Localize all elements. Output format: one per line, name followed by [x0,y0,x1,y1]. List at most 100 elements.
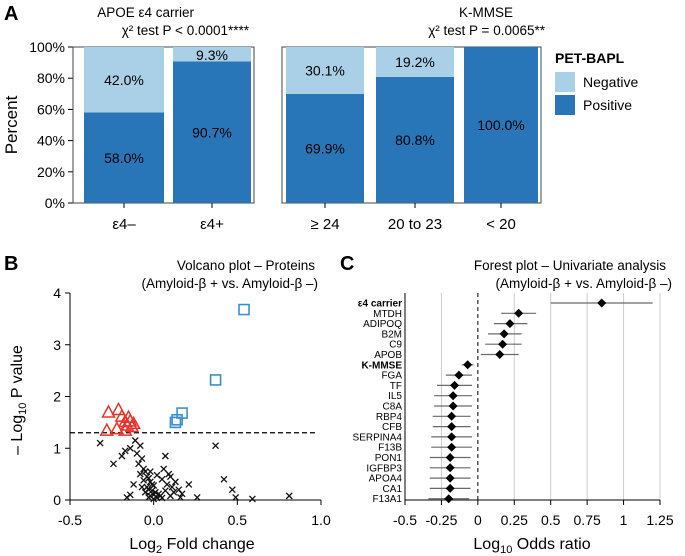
point-nonsignificant [110,460,117,468]
x-tick-label: 0.75 [574,512,601,528]
point-nonsignificant [171,478,179,486]
x-tick-label: 0.0 [144,512,164,528]
forest-row-label: MTDH [373,309,402,320]
forest-row-label: IL5 [388,391,402,402]
y-tick-label: 0% [45,195,65,211]
point-nonsignificant [141,488,149,496]
point-estimate [463,360,473,370]
point-nonsignificant [126,444,134,452]
point-nonsignificant [168,483,176,491]
x-tick-label: < 20 [486,216,516,233]
x-tick-label: 20 to 23 [388,216,442,233]
forest-row-label: C9 [389,340,402,351]
forest-row-label: CA1 [383,484,403,495]
y-tick-label: 0 [53,492,61,508]
point-upregulated [209,374,222,386]
panel-c-letter: C [340,253,354,275]
point-downregulated [111,401,126,416]
point-estimate [445,473,455,483]
point-nonsignificant [145,474,153,482]
data-label-negative: 9.3% [196,47,228,63]
forest-row-label: PON1 [375,453,403,464]
y-tick-label: 1 [53,440,61,456]
panel-a-charts: 0% 20% 40% 60% 80% 100% 58.0% 42.0% ε4– 90.7% 9.3%… [29,39,542,233]
bar-negative [376,47,454,77]
point-estimate [445,463,455,473]
bar-positive [173,61,251,204]
point-downregulated [122,413,138,427]
point-nonsignificant [178,490,186,498]
panel-c-xlabel: Log10 Odds ratio [473,536,590,556]
x-tick-label: -0.5 [393,512,417,528]
bar-negative [286,47,364,94]
point-downregulated [109,421,125,435]
point-nonsignificant [185,481,193,488]
forest-row-label: ε4 carrier [358,299,402,310]
bar-positive [376,76,454,203]
point-nonsignificant [166,473,174,481]
data-label-positive: 100.0% [477,117,524,133]
point-nonsignificant [161,487,169,495]
point-nonsignificant [193,493,201,501]
forest-row-label: APOB [374,350,402,361]
point-nonsignificant [140,476,148,484]
point-nonsignificant [130,481,138,488]
point-estimate [447,422,457,432]
x-tick-label: 0.5 [228,512,248,528]
bar-negative [173,47,251,62]
point-nonsignificant [118,452,126,460]
chart1-title-line1: APOE ε4 carrier [97,5,194,20]
x-tick-label: -0.25 [425,512,457,528]
forest-row-label: F13A1 [373,494,403,505]
forest-row-label: FGA [381,371,402,382]
point-nonsignificant [161,452,169,460]
x-tick-label: 0.5 [541,512,561,528]
point-nonsignificant [220,475,228,483]
point-nonsignificant [228,486,236,494]
point-estimate [447,442,457,452]
chart2-title-line1: K-MMSE [459,5,513,20]
point-estimate [498,339,508,349]
point-downregulated [114,408,130,422]
panel-b-xlabel: Log2 Fold change [129,536,254,556]
point-estimate [445,483,455,493]
panel-b-title-line1: Volcano plot – Proteins [177,258,315,273]
point-estimate [454,370,464,380]
x-tick-label: ε4– [112,216,136,233]
point-downregulated [99,422,115,436]
point-nonsignificant [133,449,141,457]
panel-c-title-line2: (Amyloid-β + vs. Amyloid-β –) [496,276,672,291]
forest-row-label: APOA4 [369,474,403,485]
point-downregulated [101,404,116,418]
data-label-positive: 80.8% [395,132,435,148]
panel-b-title-line2: (Amyloid-β + vs. Amyloid-β –) [142,276,318,291]
panel-b-letter: B [4,253,18,275]
y-tick-label: 2 [53,389,61,405]
panel-c-forest: -0.5 -0.25 0 0.25 0.5 0.75 1 1.25 ε4 carrierMTDH… [353,293,674,528]
x-tick-label: ≥ 24 [310,216,339,233]
legend-label-negative: Negative [583,74,638,90]
data-label-positive: 58.0% [104,150,144,166]
x-tick-label: 0.25 [501,512,528,528]
point-nonsignificant [136,442,144,450]
chart1-title-line2: χ² test P < 0.0001**** [122,23,250,38]
bar-positive [464,47,538,203]
panel-a-letter: A [4,3,18,25]
bar-positive [286,93,364,203]
point-nonsignificant [96,439,104,447]
point-estimate [448,391,458,401]
point-upregulated [171,413,183,426]
point-estimate [450,380,460,390]
x-tick-label: 1 [620,512,628,528]
legend-swatch-positive [555,95,575,115]
point-estimate [514,308,524,318]
point-downregulated [117,422,133,436]
point-downregulated [126,415,141,430]
point-upregulated [169,416,182,429]
point-nonsignificant [138,483,146,491]
point-nonsignificant [131,437,139,444]
y-tick-label: 100% [29,39,65,55]
data-label-negative: 42.0% [104,72,144,88]
forest-row-label: RBP4 [376,412,403,423]
